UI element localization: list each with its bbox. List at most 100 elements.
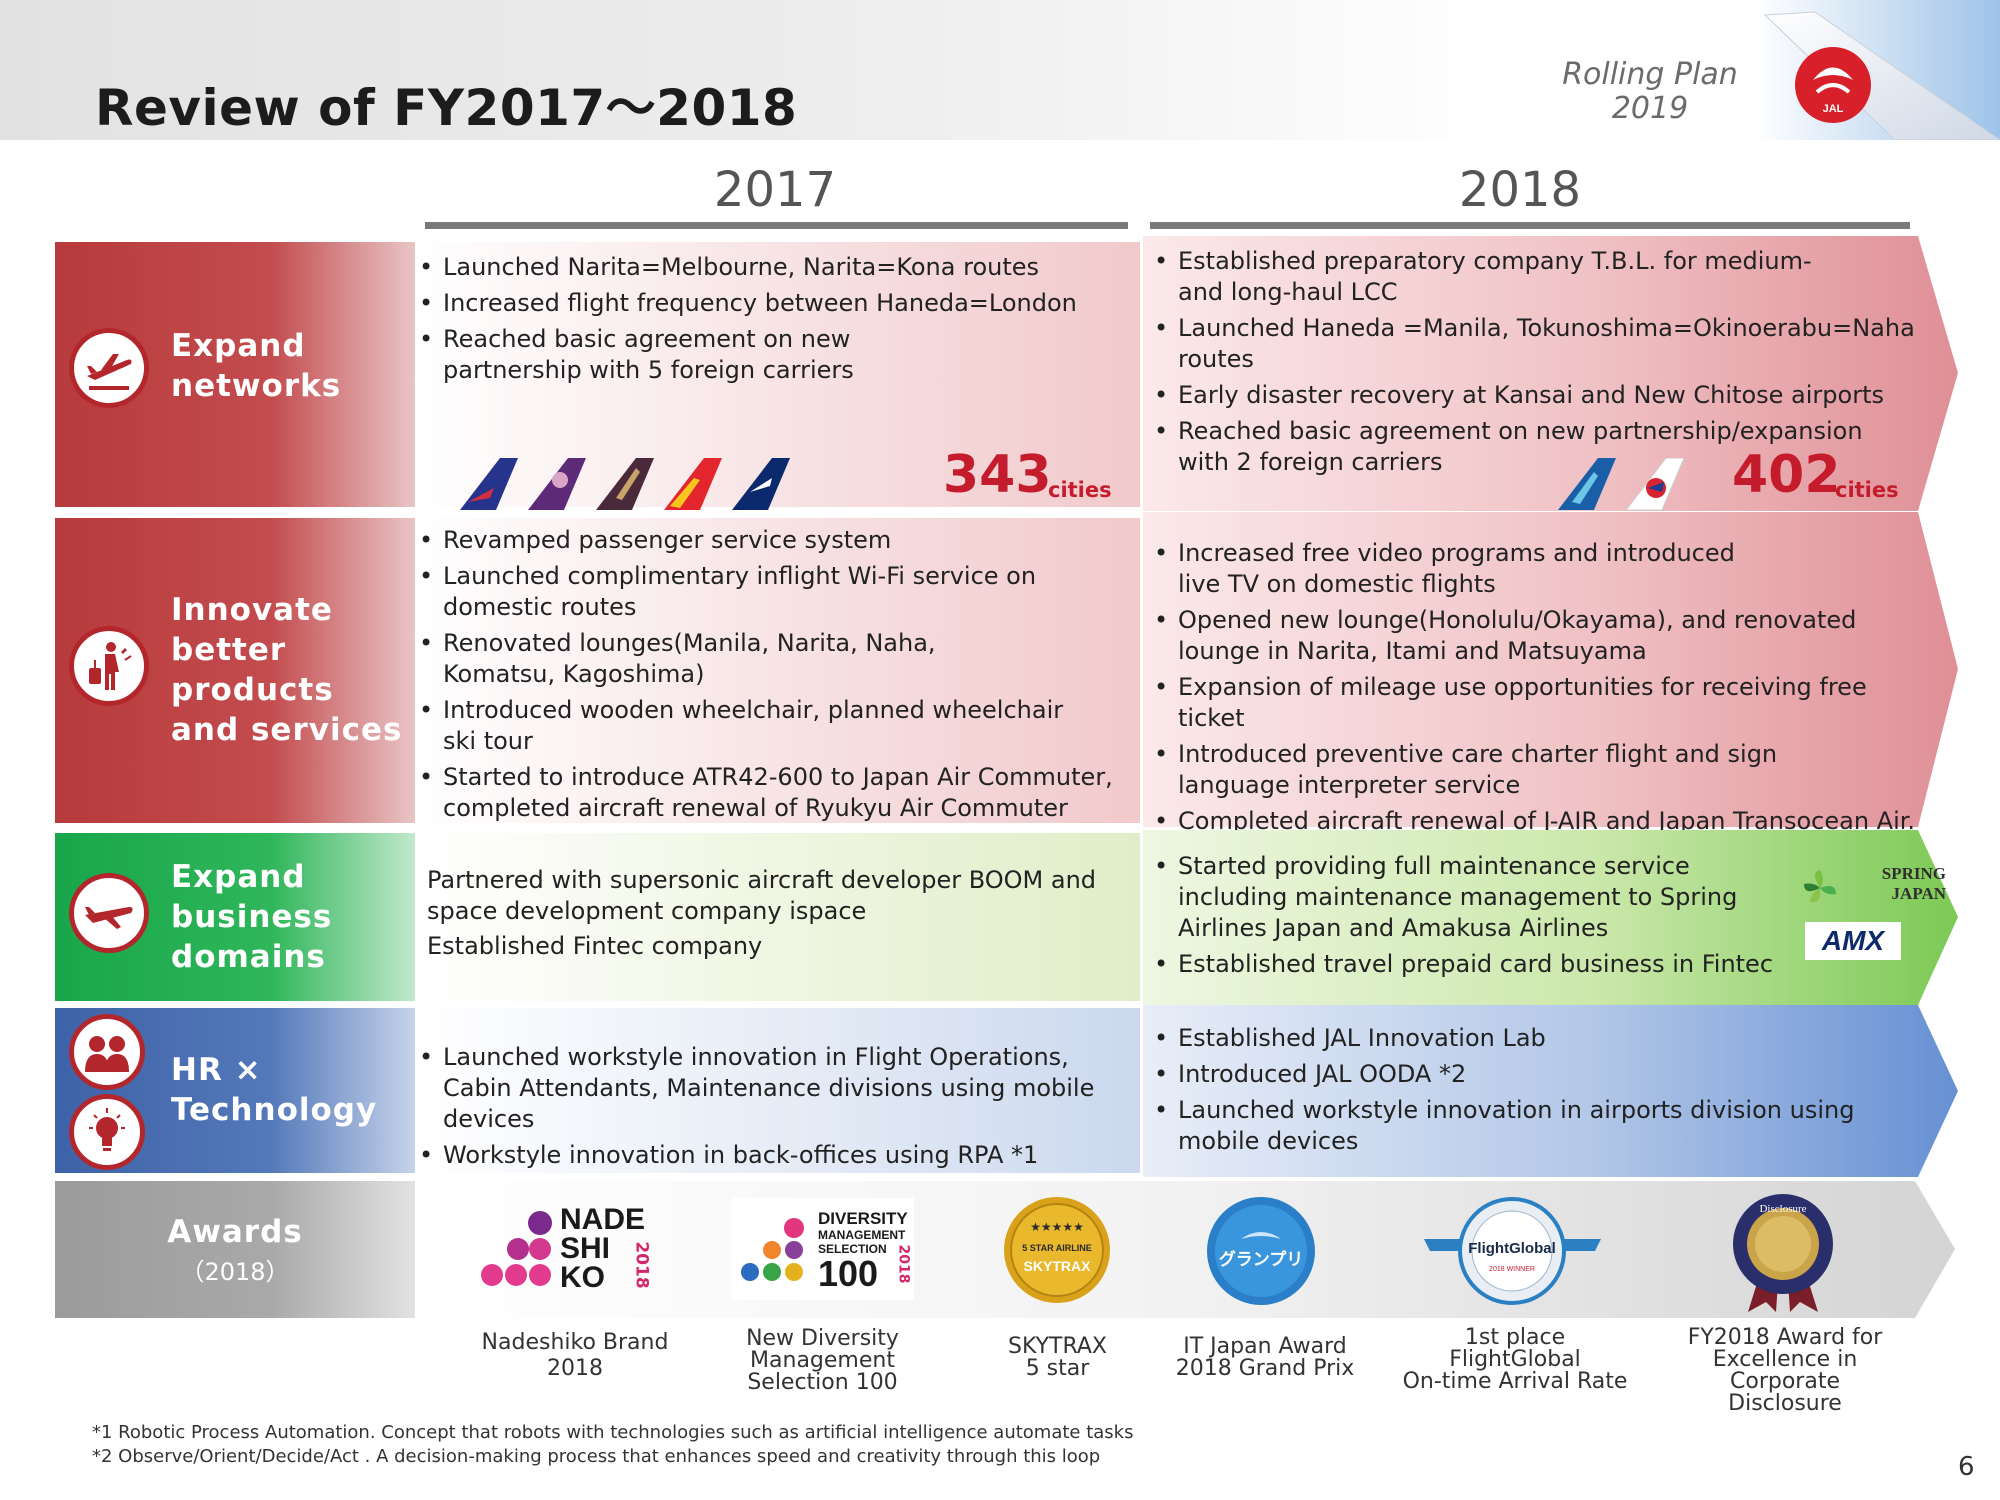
list-item: Launched workstyle innovation in Flight … [415,1042,1115,1135]
award-caption-diversity: New Diversity Management Selection 100 [746,1326,899,1395]
tail-vistara-icon [596,458,654,510]
list-item: Launched complimentary inflight Wi-Fi se… [415,561,1055,623]
lightbulb-icon [69,1094,145,1170]
people-icon [69,1014,145,1090]
list-item: Reached basic agreement on new partnersh… [1150,416,1920,478]
cell-2018-innovate-products: Increased free video programs and introd… [1150,538,1925,842]
cell-2017-hr-technology: Launched workstyle innovation in Flight … [415,1008,1140,1173]
it-japan-award-logo: グランプリ [1205,1195,1317,1307]
row-label-expand-business: Expand business domains [55,833,415,1001]
svg-text:JAL: JAL [1823,103,1844,115]
tail-aeromexico-icon [732,458,790,510]
list-item: Renovated lounges(Manila, Narita, Naha, … [415,628,1055,690]
tail-aeroflot-icon [460,458,518,510]
award-caption-disclosure: FY2018 Award for Excellence in Corporate… [1687,1325,1883,1416]
list-item: Introduced preventive care charter fligh… [1150,739,1830,801]
airplane-takeoff-icon [69,328,149,408]
row-label-awards: Awards （2018） [55,1181,415,1318]
row-title-expand-networks: Expand networks [171,328,342,404]
list-item: Launched Haneda =Manila, Tokunoshima=Oki… [1150,313,1920,375]
year-heading-2018: 2018 [1458,162,1582,218]
svg-text:SKYTRAX: SKYTRAX [1024,1258,1092,1274]
list-item: Established JAL Innovation Lab [1150,1023,1920,1054]
row-label-innovate-products: Innovate better products and services [55,518,415,823]
it-japan-badge-icon: グランプリ [1207,1197,1315,1305]
list-item: Introduced wooden wheelchair, planned wh… [415,695,1095,757]
diversity-dots-icon [741,1218,804,1281]
aircraft-icon [69,873,149,953]
awards-title: Awards [167,1214,303,1250]
svg-text:5 STAR AIRLINE: 5 STAR AIRLINE [1022,1243,1092,1253]
year-rule-2017 [425,222,1128,229]
list-item: Workstyle innovation in back-offices usi… [415,1140,1128,1171]
cities-count-2017: 343 [943,445,1052,505]
list-item: Launched workstyle innovation in airport… [1150,1095,1920,1157]
amx-logo: AMX [1805,922,1901,960]
tail-china-eastern-icon [1626,458,1684,510]
year-heading-2017: 2017 [713,162,837,218]
svg-text:2018 WINNER: 2018 WINNER [1489,1266,1535,1273]
list-item: Introduced JAL OODA *2 [1150,1059,1920,1090]
list-item: Launched Narita=Melbourne, Narita=Kona r… [415,252,1120,283]
row-title-expand-business: Expand business domains [171,859,333,975]
list-item: Expansion of mileage use opportunities f… [1150,672,1925,734]
award-caption-skytrax: SKYTRAX 5 star [1008,1334,1107,1381]
list-item: Increased free video programs and introd… [1150,538,1770,600]
svg-text:★★★★★: ★★★★★ [1030,1220,1084,1234]
list-item: Reached basic agreement on new partnersh… [415,324,995,386]
paragraph: Established Fintec company [427,932,763,960]
diversity-management-logo: DIVERSITY MANAGEMENT SELECTION 100 2018 [732,1198,914,1300]
cell-2017-innovate-products: Revamped passenger service system Launch… [415,518,1140,823]
flightglobal-badge-icon: FlightGlobal 2018 WINNER [1424,1197,1601,1305]
skytrax-5-star-logo: ★★★★★ 5 STAR AIRLINE SKYTRAX [1002,1195,1112,1305]
nadeshiko-brand-logo: NADE SHI KO 2018 [478,1205,653,1297]
list-item: Started providing full maintenance servi… [1150,851,1800,944]
svg-text:グランプリ: グランプリ [1219,1249,1304,1270]
rolling-plan-label: Rolling Plan 2019 [1562,57,1738,126]
cell-2018-hr-technology: Established JAL Innovation Lab Introduce… [1150,1023,1920,1162]
tail-garuda-icon [1558,458,1616,510]
cities-unit-2018: cities [1835,478,1899,502]
paragraph: Partnered with supersonic aircraft devel… [427,866,1097,925]
skytrax-badge-icon: ★★★★★ 5 STAR AIRLINE SKYTRAX [1004,1197,1110,1303]
cell-2018-expand-networks: Established preparatory company T.B.L. f… [1150,246,1920,483]
traveler-icon [69,626,149,706]
list-item: Opened new lounge(Honolulu/Okayama), and… [1150,605,1870,667]
cities-count-2018: 402 [1732,445,1841,505]
tail-vietjet-icon [664,458,722,510]
cell-2017-expand-business: Partnered with supersonic aircraft devel… [415,833,1140,1001]
row-label-hr-technology: HR × Technology [55,1008,415,1173]
row-title-hr-technology: HR × Technology [171,1052,378,1128]
nadeshiko-dots-icon [481,1211,552,1286]
cell-2018-expand-business: Started providing full maintenance servi… [1150,851,1810,985]
list-item: Revamped passenger service system [415,525,1120,556]
svg-text:Disclosure: Disclosure [1759,1203,1806,1215]
tail-hawaiian-icon [528,458,586,510]
award-caption-it-japan: IT Japan Award 2018 Grand Prix [1175,1334,1355,1381]
year-rule-2018 [1150,222,1910,229]
awards-year: （2018） [180,1258,290,1286]
partner-tails-2017 [460,458,790,510]
list-item: Established travel prepaid card business… [1150,949,1810,980]
disclosure-medal-icon: Disclosure [1733,1194,1833,1312]
list-item: Early disaster recovery at Kansai and Ne… [1150,380,1920,411]
page-number: 6 [1958,1452,1975,1482]
cities-unit-2017: cities [1048,478,1112,502]
jal-tail-logo: JAL [1755,0,2000,140]
list-item: Established preparatory company T.B.L. f… [1150,246,1850,308]
footnote-rpa: *1 Robotic Process Automation. Concept t… [92,1422,1134,1443]
disclosure-award-logo: Disclosure [1728,1190,1838,1314]
cell-2017-expand-networks: Launched Narita=Melbourne, Narita=Kona r… [415,242,1140,507]
partner-tails-2018 [1558,458,1684,510]
row-title-innovate-products: Innovate better products and services [171,592,403,748]
list-item: Increased flight frequency between Haned… [415,288,1120,319]
award-caption-flightglobal: 1st place FlightGlobal On-time Arrival R… [1402,1325,1628,1394]
spring-japan-logo: SPRING JAPAN [1800,862,1952,914]
list-item: Started to introduce ATR42-600 to Japan … [415,762,1120,824]
svg-text:FlightGlobal: FlightGlobal [1468,1240,1556,1257]
page-title: Review of FY2017～2018 [95,79,798,137]
award-caption-nadeshiko: Nadeshiko Brand 2018 [481,1330,669,1381]
footnote-ooda: *2 Observe/Orient/Decide/Act . A decisio… [92,1446,1101,1467]
row-label-expand-networks: Expand networks [55,242,415,507]
spring-leaf-icon [1804,870,1836,903]
